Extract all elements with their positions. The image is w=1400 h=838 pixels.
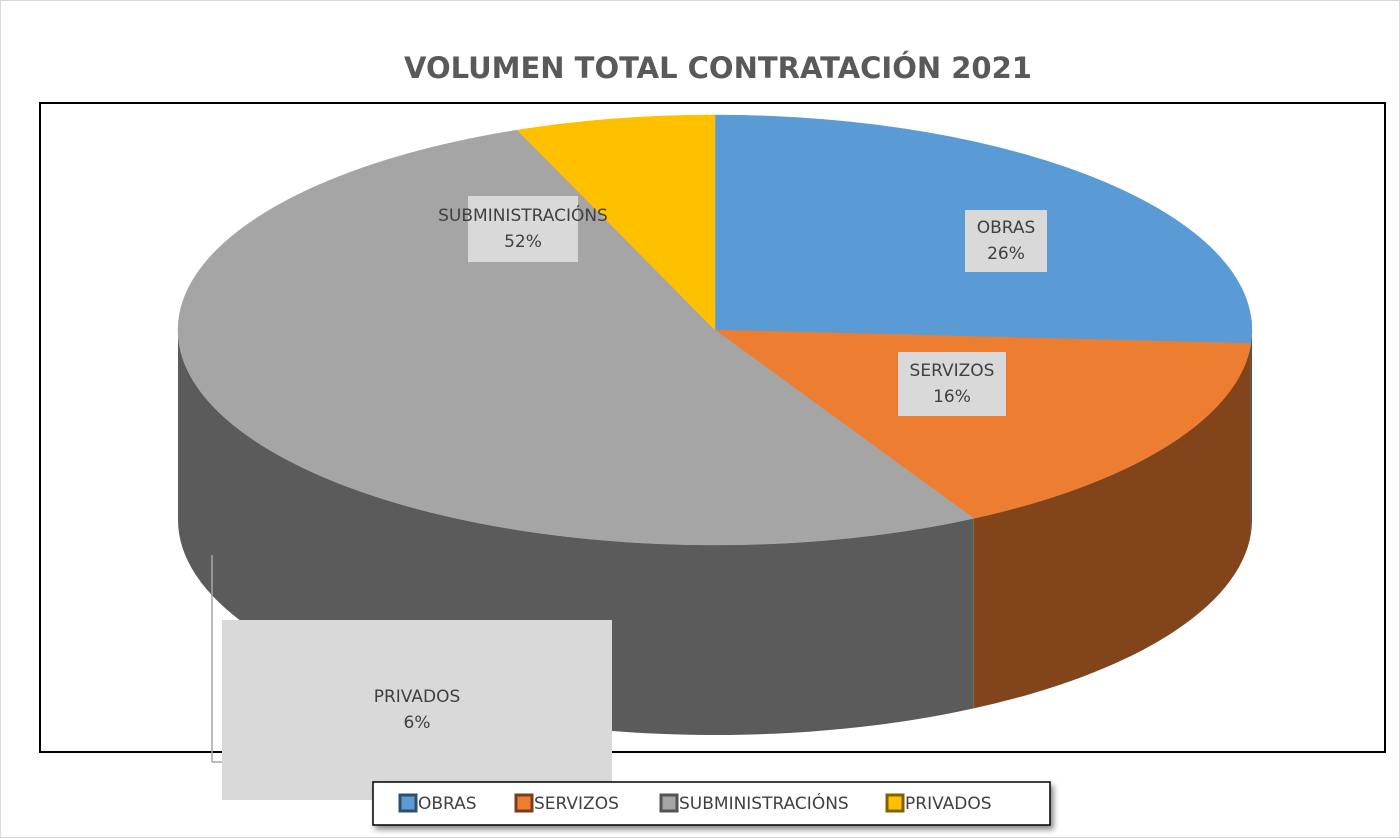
data-label-value: 26%: [987, 244, 1025, 264]
legend-label: SUBMINISTRACIÓNS: [679, 792, 849, 814]
legend-box: [372, 781, 1051, 826]
legend-marker: [885, 793, 905, 813]
data-label-category: SUBMINISTRACIÓNS: [438, 204, 608, 226]
data-label-box: [898, 352, 1006, 416]
data-label-value: 16%: [933, 387, 971, 407]
data-label-category: OBRAS: [977, 218, 1036, 238]
data-label-value: 6%: [404, 713, 431, 733]
data-label-value: 52%: [504, 232, 542, 252]
legend-marker: [398, 793, 418, 813]
data-label-box: [468, 196, 578, 262]
data-label-box: [222, 620, 612, 800]
data-label-category: SERVIZOS: [910, 361, 995, 381]
slice-side: [973, 343, 1251, 709]
slice: [516, 114, 716, 331]
legend-label: PRIVADOS: [905, 794, 992, 814]
legend-label: SERVIZOS: [534, 794, 619, 814]
slice: [177, 129, 975, 546]
slice: [714, 329, 1252, 519]
chart-title: VOLUMEN TOTAL CONTRATACIÓN 2021: [404, 51, 1032, 85]
legend-marker: [514, 793, 534, 813]
slice-side: [1250, 330, 1252, 534]
legend-label: OBRAS: [418, 794, 477, 814]
data-label-box: [965, 210, 1047, 272]
plot-area: [39, 102, 1386, 753]
data-label-category: PRIVADOS: [374, 687, 461, 707]
legend-marker: [659, 793, 679, 813]
